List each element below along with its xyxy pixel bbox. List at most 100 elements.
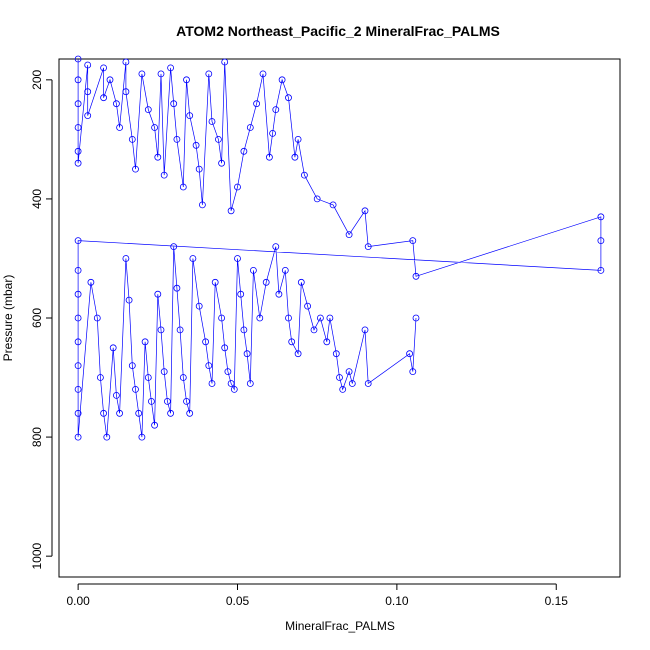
data-point <box>304 302 312 310</box>
data-point <box>218 314 226 322</box>
data-point <box>214 135 222 143</box>
series-layer <box>74 55 605 441</box>
data-point <box>147 397 155 405</box>
data-point <box>597 237 605 245</box>
data-point <box>240 147 248 155</box>
data-point <box>167 409 175 417</box>
data-point <box>170 243 178 251</box>
data-point <box>224 368 232 376</box>
data-point <box>74 338 82 346</box>
data-point <box>364 243 372 251</box>
data-point <box>189 255 197 262</box>
data-point <box>84 112 92 119</box>
data-point <box>116 124 123 131</box>
data-point <box>227 380 235 387</box>
data-point <box>74 385 82 393</box>
data-point <box>176 326 184 334</box>
x-tick-label: 0.10 <box>385 594 409 608</box>
data-point <box>74 362 82 370</box>
data-point <box>84 61 92 69</box>
data-point <box>310 326 318 334</box>
data-point <box>281 266 289 274</box>
data-point <box>135 409 143 417</box>
data-point <box>234 183 241 191</box>
data-point <box>157 326 165 334</box>
series-line <box>77 59 602 438</box>
data-point <box>100 409 107 417</box>
x-tick-label: 0.15 <box>545 594 569 608</box>
data-point <box>195 165 203 173</box>
y-tick-label: 600 <box>30 308 44 328</box>
data-point <box>246 124 254 131</box>
data-point <box>249 266 257 274</box>
data-point <box>144 374 152 381</box>
data-point <box>294 350 302 358</box>
data-point <box>74 433 82 441</box>
data-point <box>412 314 420 322</box>
data-point <box>122 88 130 96</box>
data-point <box>253 100 261 108</box>
data-point <box>597 266 605 274</box>
data-point <box>122 255 130 262</box>
data-point <box>198 201 206 209</box>
data-point <box>192 141 200 149</box>
data-point <box>412 272 420 280</box>
data-point <box>288 338 296 346</box>
data-point <box>154 290 162 298</box>
data-point <box>278 76 286 84</box>
data-point <box>272 106 280 113</box>
data-point <box>103 433 111 441</box>
data-point <box>208 118 216 125</box>
data-point <box>173 284 181 292</box>
data-point <box>336 374 343 381</box>
data-point <box>128 135 136 143</box>
data-point <box>163 397 171 405</box>
data-point <box>259 70 267 78</box>
data-point <box>167 64 175 72</box>
data-point <box>297 278 305 286</box>
data-point <box>125 296 133 304</box>
data-point <box>323 338 331 346</box>
data-point <box>113 391 120 399</box>
data-point <box>316 314 324 322</box>
data-point <box>74 409 82 417</box>
data-point <box>186 112 194 119</box>
data-point <box>272 243 280 251</box>
data-point <box>170 100 178 108</box>
data-point <box>151 421 159 429</box>
data-point <box>326 314 334 322</box>
data-point <box>205 70 213 78</box>
data-point <box>97 374 104 381</box>
data-point <box>332 350 340 358</box>
x-axis-label: MineralFrac_PALMS <box>285 619 395 633</box>
data-point <box>183 76 190 84</box>
data-point <box>361 207 369 215</box>
data-point <box>179 183 187 191</box>
y-tick-label: 200 <box>30 70 44 90</box>
data-point <box>269 129 277 137</box>
data-point <box>345 368 353 376</box>
data-point <box>74 100 82 108</box>
chart-title: ATOM2 Northeast_Pacific_2 MineralFrac_PA… <box>176 23 500 39</box>
data-point <box>151 124 159 131</box>
data-point <box>160 368 168 376</box>
data-point <box>74 55 82 63</box>
data-point <box>208 380 216 387</box>
data-point <box>138 70 146 78</box>
data-point <box>262 278 270 286</box>
data-point <box>313 195 321 203</box>
x-tick-label: 0.00 <box>66 594 90 608</box>
data-point <box>84 88 92 96</box>
data-point <box>116 409 123 417</box>
data-point <box>246 380 254 387</box>
data-point <box>285 314 292 322</box>
data-point <box>74 237 82 245</box>
data-point <box>329 201 337 209</box>
y-axis: 200 400 600 800 1000 <box>30 70 53 570</box>
data-point <box>179 374 187 381</box>
data-point <box>87 278 95 286</box>
y-tick-label: 1000 <box>30 542 44 569</box>
data-point <box>227 207 235 215</box>
data-point <box>275 290 283 298</box>
data-point <box>348 380 356 387</box>
